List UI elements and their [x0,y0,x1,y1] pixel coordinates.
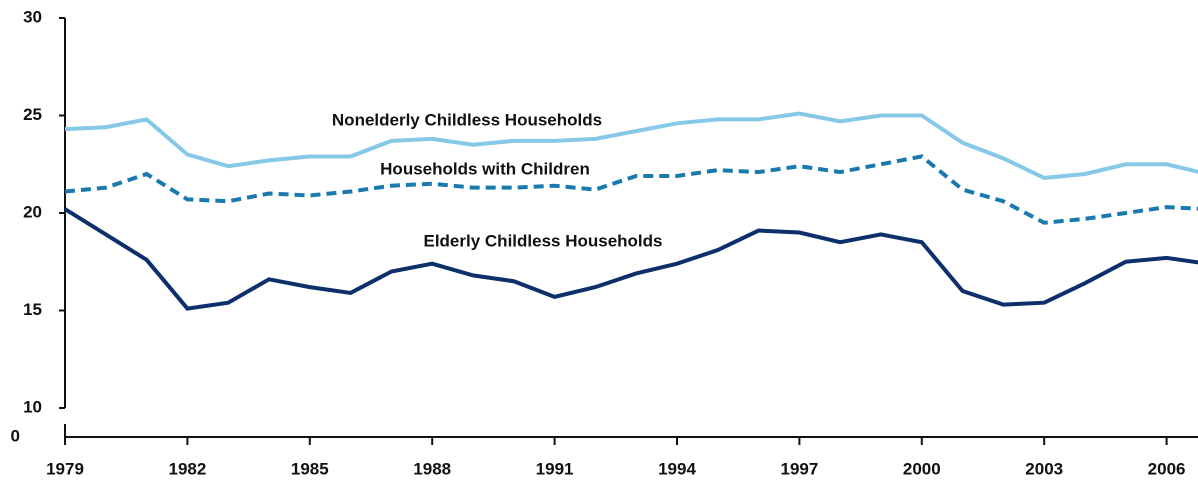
x-tick-label: 1994 [658,459,696,478]
series-line [63,207,1198,311]
x-tick-label: 2006 [1148,459,1186,478]
y-break-label: 0 [11,426,20,445]
series-line [64,154,1198,225]
x-tick-label: 1988 [413,459,451,478]
series-line [64,111,1198,180]
x-tick-label: 2003 [1025,459,1063,478]
x-tick-label: 1997 [780,459,818,478]
x-tick-label: 1985 [291,459,329,478]
y-tick-label: 15 [23,300,42,319]
y-tick-label: 20 [23,202,42,221]
x-tick-label: 2000 [903,459,941,478]
x-tick-label: 1982 [168,459,206,478]
x-tick-label: 1991 [536,459,574,478]
series-label: Nonelderly Childless Households [332,110,602,129]
y-tick-label: 10 [23,397,42,416]
series-label: Elderly Childless Households [423,231,662,250]
y-tick-label: 25 [23,105,42,124]
y-tick-label: 30 [23,7,42,26]
series-label: Households with Children [380,159,590,178]
x-tick-label: 1979 [46,459,84,478]
